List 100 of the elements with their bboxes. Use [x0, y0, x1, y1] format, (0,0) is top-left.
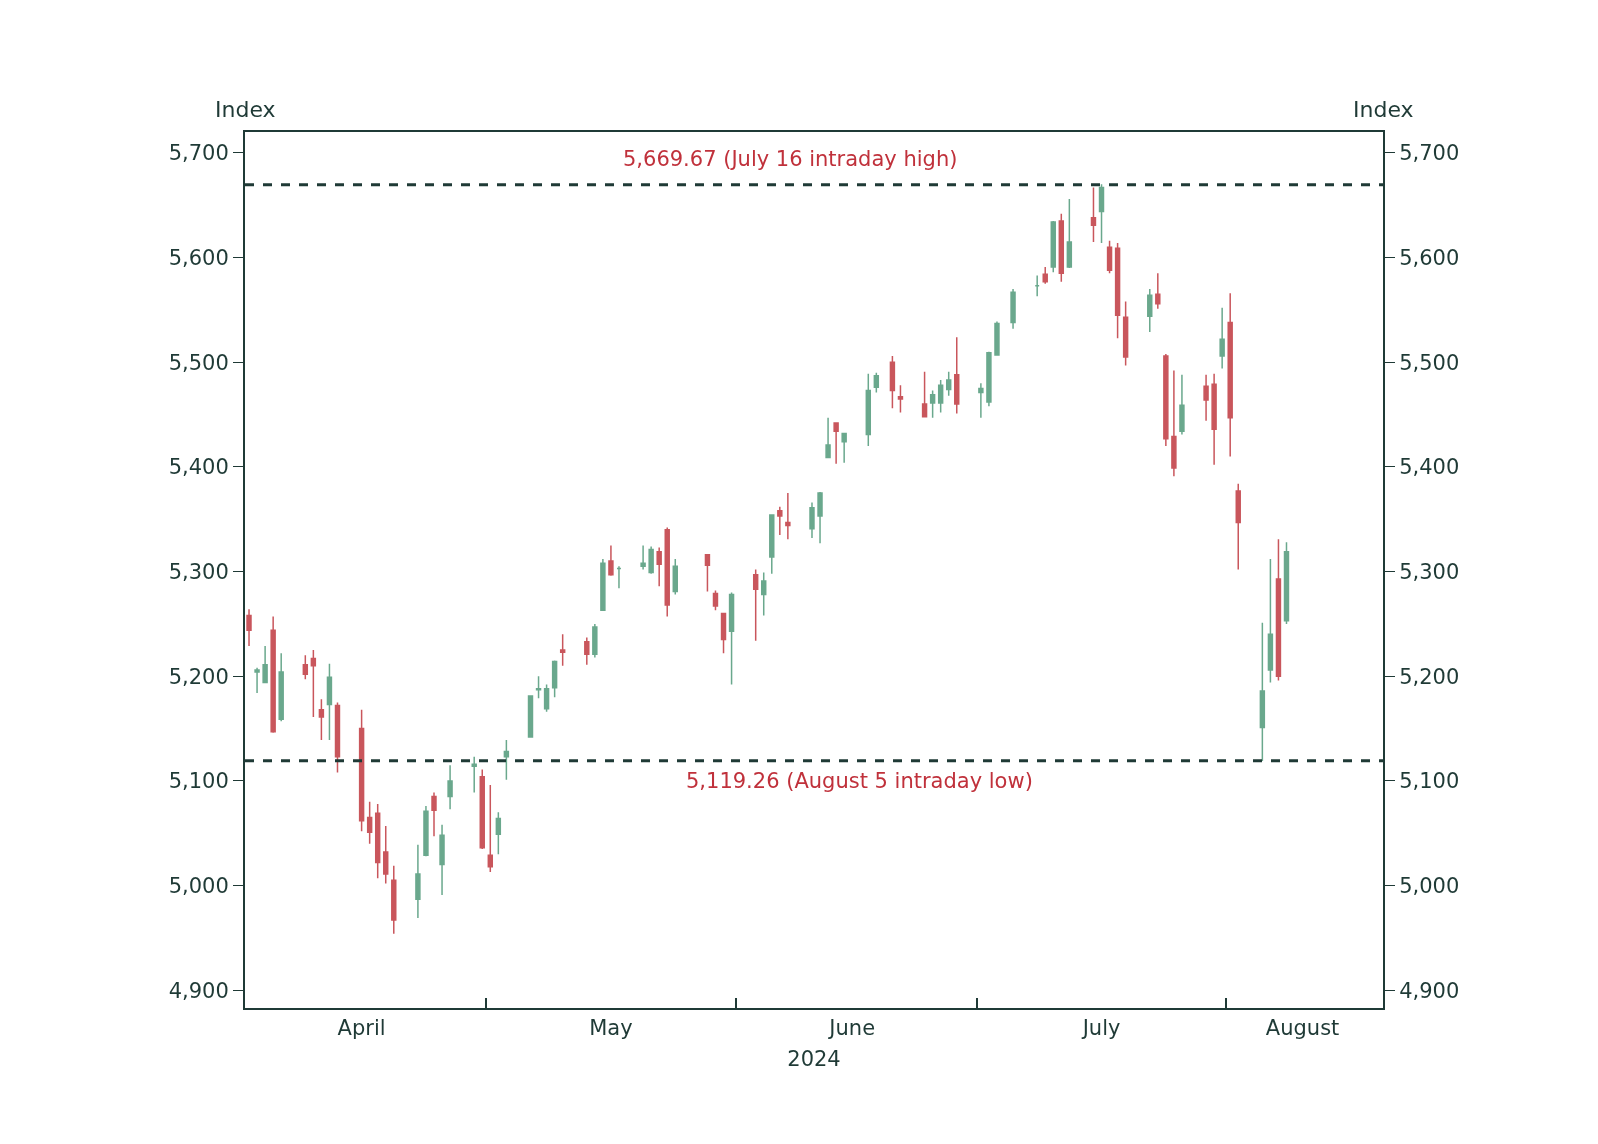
candlestick: [1179, 374, 1185, 436]
candlestick: [1219, 307, 1225, 370]
candlestick: [447, 764, 453, 810]
candlestick: [1122, 300, 1129, 367]
candlestick: [1283, 541, 1290, 625]
candlestick: [616, 565, 622, 590]
y-tick-label: 5,700: [168, 141, 229, 166]
ref-line-label: 5,119.26 (August 5 intraday low): [686, 769, 1033, 793]
x-tick-label: April: [337, 1016, 386, 1041]
candlestick: [728, 591, 735, 686]
candlestick: [648, 545, 654, 575]
candlestick: [471, 756, 477, 794]
candlestick: [1267, 558, 1274, 684]
y2-tick-label: 5,600: [1399, 245, 1460, 270]
y-tick-label: 4,900: [168, 978, 229, 1003]
candlestick: [1155, 272, 1161, 310]
candlestick: [334, 701, 341, 774]
candlestick: [551, 659, 558, 698]
candlestick: [1235, 482, 1241, 571]
candlestick: [415, 843, 421, 919]
candlestick: [254, 667, 260, 694]
candlestick: [1275, 538, 1282, 682]
candlestick: [937, 379, 944, 414]
candlestick: [270, 615, 276, 734]
candlestick: [1106, 240, 1113, 275]
candlestick: [383, 825, 389, 885]
candlestick: [246, 608, 252, 647]
candlestick: [374, 803, 381, 879]
candlestick: [559, 633, 566, 667]
candlestick: [769, 514, 775, 575]
candlestick: [391, 864, 397, 935]
x-tick-label: July: [1080, 1016, 1121, 1041]
candlestick: [318, 698, 325, 741]
candlestick: [986, 351, 992, 407]
y-tick-label: 5,200: [168, 664, 229, 689]
candlestick: [431, 791, 437, 838]
candlestick: [1034, 274, 1040, 298]
y2-tick-label: 4,900: [1399, 978, 1460, 1003]
candlestick: [1163, 353, 1169, 447]
candlestick: [1050, 220, 1056, 273]
y2-tick-label: 5,100: [1399, 769, 1460, 794]
candlestick: [1010, 288, 1016, 330]
candlestick: [1211, 373, 1217, 466]
candlestick: [720, 612, 727, 654]
candlestick: [423, 805, 429, 857]
candlestick: [1259, 622, 1266, 762]
y2-tick-label: 5,500: [1399, 350, 1460, 375]
candlestick: [439, 824, 445, 896]
candlestick: [262, 645, 268, 684]
candlestick: [929, 389, 936, 419]
candlestick: [833, 422, 839, 465]
ref-line-label: 5,669.67 (July 16 intraday high): [623, 147, 958, 171]
candlestick: [978, 382, 984, 419]
candlestick: [897, 384, 904, 414]
candlestick: [1227, 292, 1233, 458]
candlestick: [640, 544, 646, 571]
candlestick: [608, 544, 614, 577]
candlestick: [527, 695, 534, 738]
candlestick: [302, 654, 309, 681]
candlestick: [1090, 186, 1097, 243]
candlestick: [809, 501, 815, 539]
candlestick: [495, 811, 502, 855]
candlestick: [704, 554, 711, 593]
candlestick: [873, 371, 880, 394]
y2-tick-label: 5,400: [1399, 455, 1460, 480]
candlestick: [278, 652, 284, 722]
candlestick: [1098, 183, 1105, 244]
candlestick: [672, 558, 678, 596]
y-tick-label: 5,400: [168, 455, 229, 480]
candlestick: [479, 768, 485, 850]
candlestick: [1203, 374, 1209, 422]
candlestick: [817, 491, 823, 545]
candlestick: [326, 662, 333, 741]
candlestick: [592, 623, 598, 659]
candlestick: [1066, 198, 1073, 269]
candlestick: [487, 784, 494, 873]
x-tick-label: June: [827, 1016, 876, 1041]
candlestick: [825, 416, 831, 459]
candlestick: [994, 320, 1000, 356]
x-axis-title: 2024: [787, 1046, 841, 1071]
y-axis-title: Index: [215, 97, 276, 122]
candlestick: [503, 739, 510, 781]
y2-tick-label: 5,200: [1399, 664, 1460, 689]
candlestick: [600, 558, 606, 612]
candlestick: [777, 505, 783, 536]
candlestick: [310, 649, 317, 718]
candlestick: [1042, 266, 1048, 285]
candlestick: [664, 526, 670, 618]
x-tick-label: May: [589, 1016, 633, 1041]
y-tick-label: 5,500: [168, 350, 229, 375]
candlestick: [1147, 288, 1153, 333]
candlestick: [752, 568, 759, 642]
y-tick-label: 5,600: [168, 245, 229, 270]
candlestick: [1171, 369, 1177, 478]
candlestick: [785, 492, 791, 540]
candlestick: [543, 683, 550, 713]
candlestick: [945, 370, 952, 397]
candlestick: [761, 571, 767, 617]
y-tick-label: 5,100: [168, 769, 229, 794]
x-tick-label: August: [1265, 1016, 1340, 1041]
